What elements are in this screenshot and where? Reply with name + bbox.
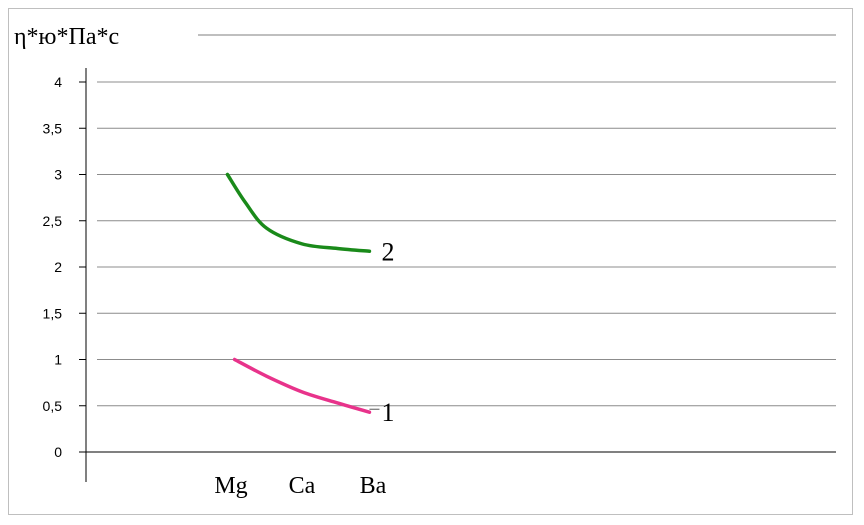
y-tick-label: 3 xyxy=(54,167,62,183)
x-category-labels: Mg Ca Ba xyxy=(214,473,386,499)
x-category-label: Ca xyxy=(289,473,316,499)
series-1-label: 1 xyxy=(381,398,394,427)
y-tick-label: 1 xyxy=(54,352,62,368)
x-category-label: Mg xyxy=(214,473,247,499)
y-tick-label: 3,5 xyxy=(43,120,63,136)
y-tick-label: 0 xyxy=(54,444,62,460)
y-tick-label: 4 xyxy=(54,74,62,90)
y-tick-label: 2,5 xyxy=(43,213,63,229)
series-lines: 12 xyxy=(225,172,394,427)
gridlines xyxy=(79,81,836,453)
y-tick-label: 2 xyxy=(54,259,62,275)
series-2-label: 2 xyxy=(381,237,394,266)
chart-frame xyxy=(8,8,853,515)
axes xyxy=(79,68,836,482)
x-category-label: Ba xyxy=(360,473,387,499)
y-tick-label: 0,5 xyxy=(43,398,63,414)
y-tick-label: 1,5 xyxy=(43,305,63,321)
y-tick-labels: 0 0,5 1 1,5 2 2,5 3 3,5 4 xyxy=(43,74,63,460)
y-axis-label: η*ю*Па*с xyxy=(14,24,119,50)
series-1-line xyxy=(232,357,372,414)
series-2-line xyxy=(225,172,372,254)
